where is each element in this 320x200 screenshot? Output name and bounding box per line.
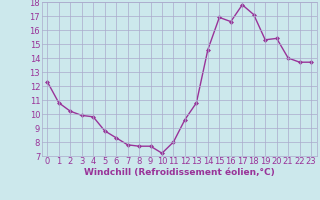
X-axis label: Windchill (Refroidissement éolien,°C): Windchill (Refroidissement éolien,°C) <box>84 168 275 177</box>
